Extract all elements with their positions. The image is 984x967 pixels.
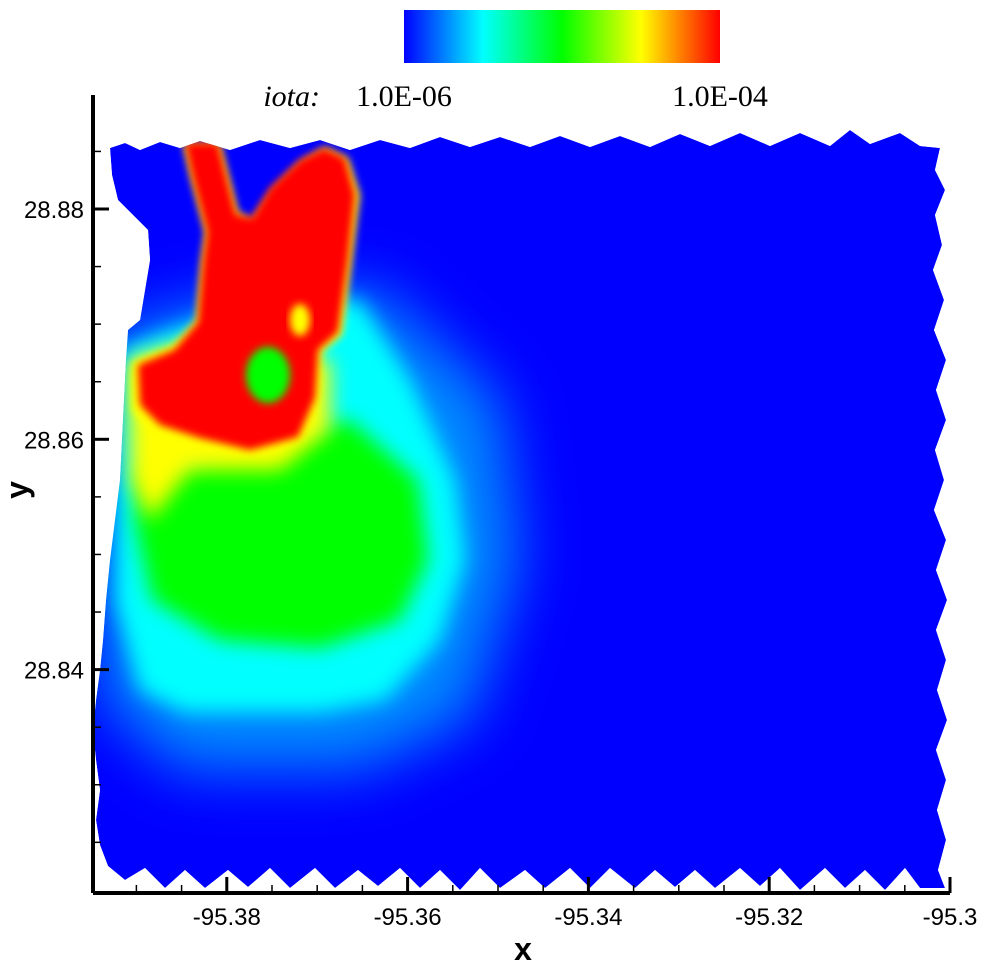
contour-field — [93, 130, 947, 890]
y-tick-label: 28.84 — [24, 658, 84, 685]
x-tick-label: -95.36 — [374, 904, 442, 931]
field-pocket — [246, 347, 290, 403]
colorbar-tick-label: 1.0E-04 — [672, 80, 768, 113]
colorbar-tick-label: 1.0E-06 — [356, 80, 452, 113]
y-axis-title: y — [0, 481, 35, 499]
x-axis-title: x — [514, 931, 532, 967]
field-pocket — [290, 304, 310, 336]
field-red — [138, 143, 355, 450]
x-tick-label: -95.32 — [735, 904, 803, 931]
x-tick-label: -95.38 — [193, 904, 261, 931]
x-tick-label: -95.34 — [554, 904, 622, 931]
field-green — [134, 420, 428, 648]
x-tick-label: -95.3 — [923, 904, 978, 931]
y-tick-label: 28.86 — [24, 427, 84, 454]
colorbar-label: iota: — [263, 80, 320, 113]
y-tick-label: 28.88 — [24, 197, 84, 224]
colorbar — [404, 10, 720, 63]
